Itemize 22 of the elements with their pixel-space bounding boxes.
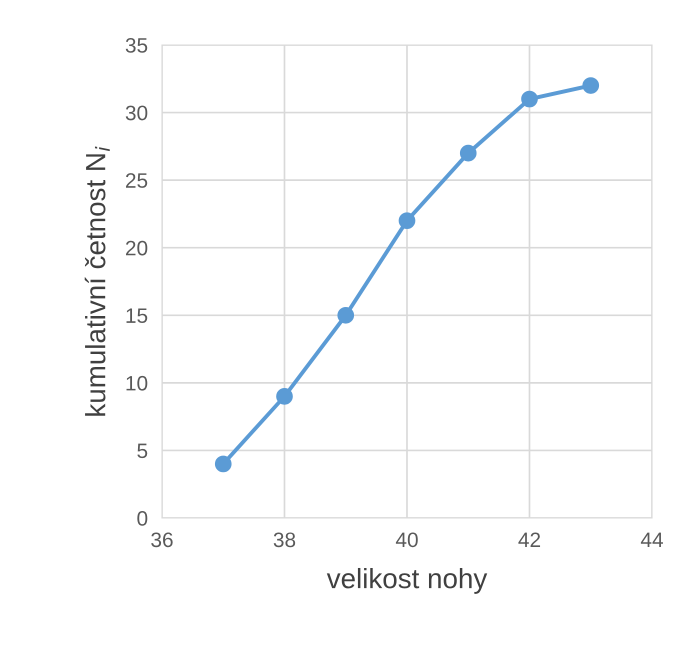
y-tick-label: 35 (126, 38, 148, 53)
x-tick-label: 44 (640, 532, 663, 547)
y-tick-label: 5 (137, 444, 148, 458)
point (337, 306, 354, 324)
y-tick-label: 15 (126, 308, 148, 324)
y-tick-label: 20 (126, 240, 148, 256)
point (214, 456, 232, 472)
x-tick-label: 36 (151, 532, 173, 548)
x-tick-label: 42 (518, 532, 540, 547)
x-axis-title: velikost nohy (326, 568, 488, 594)
y-tick-label: 25 (126, 173, 148, 188)
point (521, 90, 538, 108)
point (460, 144, 477, 162)
y-tick-label: 0 (137, 511, 148, 526)
y-tick-label: 30 (126, 106, 148, 120)
y-tick-label: 10 (126, 376, 148, 391)
point (582, 77, 600, 94)
point (276, 388, 293, 405)
point (398, 212, 416, 230)
y-axis-title: kumulativní četnost N$_{i}$ (84, 146, 110, 416)
x-tick-label: 38 (274, 532, 296, 548)
x-tick-label: 40 (396, 532, 418, 548)
